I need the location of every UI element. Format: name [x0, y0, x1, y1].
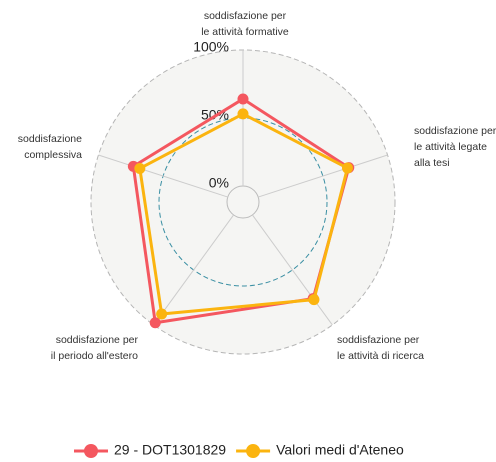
series-point — [156, 308, 168, 320]
series-point — [134, 162, 146, 174]
radial-tick-label: 100% — [193, 39, 229, 55]
series-point — [237, 108, 249, 120]
legend-label: Valori medi d'Ateneo — [276, 442, 404, 458]
series-line — [138, 112, 349, 316]
legend-marker — [84, 444, 98, 458]
axis-spoke — [98, 154, 228, 198]
axis-label: soddisfazione complessiva — [18, 133, 82, 161]
axis-spoke — [252, 214, 333, 326]
axis-spoke — [153, 214, 234, 326]
axis-label: soddisfazione per le attività di ricerca — [337, 334, 424, 362]
series-point — [237, 93, 249, 105]
axis-label: soddisfazione per il periodo all'estero — [51, 334, 139, 362]
series-point — [149, 317, 161, 329]
radial-tick-label: 0% — [209, 175, 229, 191]
legend-marker — [246, 444, 261, 458]
series-line — [131, 97, 351, 325]
legend-label: 29 - DOT1301829 — [114, 442, 226, 458]
series-point — [308, 294, 320, 306]
axis-label: soddisfazione per le attività legate alla … — [414, 125, 496, 169]
axis-spoke — [258, 154, 388, 198]
axis-label: soddisfazione per le attività formative — [201, 10, 289, 38]
series-point — [341, 162, 353, 174]
